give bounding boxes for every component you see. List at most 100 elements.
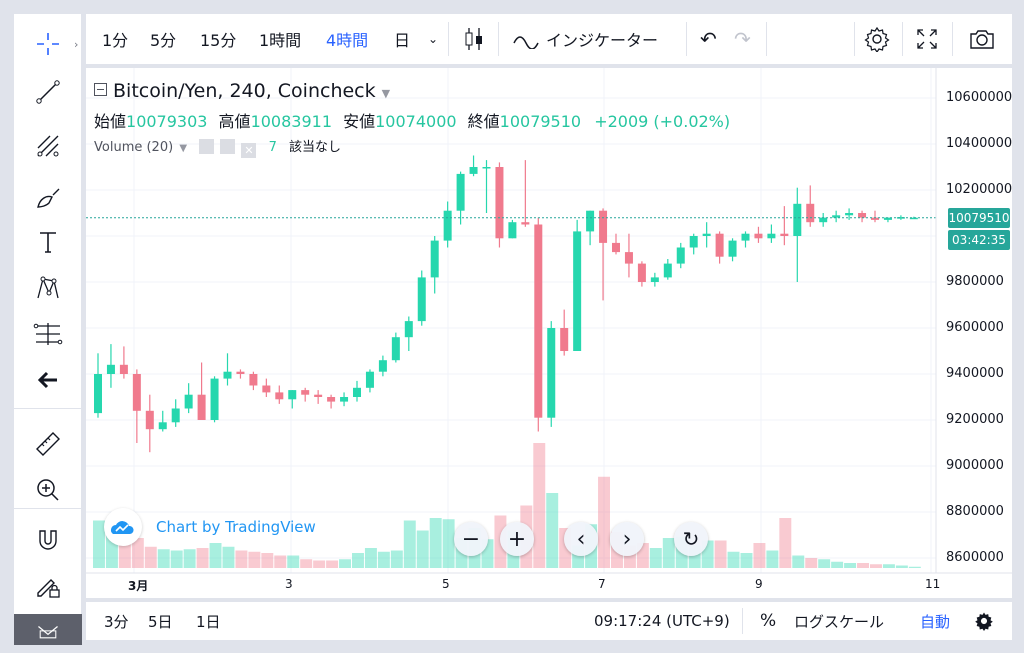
undo-icon[interactable]: ↶ <box>700 27 717 51</box>
zoom-out-button[interactable]: − <box>454 522 488 556</box>
hide-drawings-button[interactable] <box>14 614 82 645</box>
candle <box>676 242 685 269</box>
candle-body <box>275 392 284 400</box>
reset-chart-button[interactable]: ↻ <box>674 522 708 556</box>
chevron-right-icon[interactable]: › <box>74 38 79 51</box>
candle <box>871 210 879 223</box>
log-scale-toggle[interactable]: ログスケール <box>794 612 885 631</box>
lock-drawings-icon[interactable] <box>14 564 82 608</box>
candle <box>404 316 413 351</box>
volume-bar <box>326 560 339 568</box>
arrow-left-icon[interactable] <box>14 358 82 402</box>
indicator-wave-icon <box>513 36 539 49</box>
magnet-icon[interactable] <box>14 518 82 562</box>
pattern-icon[interactable] <box>14 266 82 310</box>
interval-15m[interactable]: 15分 <box>200 31 237 50</box>
percent-toggle[interactable]: % <box>760 611 777 631</box>
candle <box>832 210 841 223</box>
candle <box>650 272 659 287</box>
candle-body <box>158 422 167 430</box>
timezone-clock[interactable]: 09:17:24 (UTC+9) <box>594 612 730 630</box>
candle-body <box>560 328 569 351</box>
candle <box>340 392 349 407</box>
price-tick: 9000000 <box>946 458 1004 473</box>
range-3m[interactable]: 3分 <box>104 612 129 631</box>
remove-icon[interactable]: ✕ <box>241 143 257 158</box>
volume-bar <box>844 563 857 568</box>
candle <box>586 210 595 246</box>
volume-bar <box>636 543 649 568</box>
candle-body <box>689 236 698 248</box>
crosshair-icon[interactable] <box>14 22 82 66</box>
candle <box>637 261 646 287</box>
candle-body <box>94 374 102 414</box>
volume-bar <box>442 519 455 568</box>
volume-bar <box>364 548 377 568</box>
text-icon[interactable] <box>14 220 82 264</box>
volume-bar <box>753 543 766 568</box>
scroll-left-button[interactable]: ‹ <box>564 522 598 556</box>
volume-bar <box>209 543 222 568</box>
range-1d[interactable]: 1日 <box>196 612 221 631</box>
camera-icon[interactable] <box>968 14 996 64</box>
candle <box>534 217 543 432</box>
candle-body <box>832 215 841 218</box>
bar-countdown: 03:42:35 <box>948 229 1010 250</box>
open-label: 始値 <box>94 112 127 131</box>
tradingview-watermark[interactable]: Chart by TradingView <box>104 508 316 546</box>
collapse-icon[interactable] <box>94 83 107 96</box>
trend-line-icon[interactable] <box>14 70 82 114</box>
candle-style-icon[interactable] <box>462 14 486 64</box>
time-tick: 7 <box>598 577 606 591</box>
redo-icon[interactable]: ↷ <box>734 27 751 51</box>
caret-down-icon[interactable]: ▼ <box>179 143 188 154</box>
volume-bar <box>701 540 714 568</box>
interval-1d[interactable]: 日 <box>394 31 411 50</box>
interval-5m[interactable]: 5分 <box>150 31 177 50</box>
caret-down-icon[interactable]: ▼ <box>381 87 391 100</box>
scroll-right-button[interactable]: › <box>610 522 644 556</box>
prediction-icon[interactable] <box>14 312 82 356</box>
interval-4h[interactable]: 4時間 <box>326 31 369 50</box>
candle <box>378 355 387 377</box>
candle <box>482 160 491 213</box>
candle-body <box>547 328 556 418</box>
candle-body <box>599 210 608 243</box>
price-tick: 10200000 <box>946 182 1013 197</box>
candle-body <box>430 240 439 278</box>
zoom-in-icon[interactable] <box>14 468 82 512</box>
chart-area[interactable]: Bitcoin/Yen, 240, Coincheck ▼ 始値10079303 … <box>86 68 1012 598</box>
indicators-button[interactable]: インジケーター <box>512 14 658 64</box>
price-tick: 8600000 <box>946 550 1004 565</box>
candle-body <box>171 408 180 423</box>
candle <box>909 216 918 220</box>
volume-bar <box>908 566 921 568</box>
settings-gear-icon[interactable] <box>864 14 890 64</box>
interval-1m[interactable]: 1分 <box>102 31 129 50</box>
high-label: 高値 <box>218 112 251 131</box>
interval-1h[interactable]: 1時間 <box>259 31 302 50</box>
axis-settings-gear-icon[interactable] <box>974 602 994 640</box>
candle <box>495 162 504 248</box>
zoom-in-button[interactable]: + <box>500 522 534 556</box>
price-tick: 9200000 <box>946 412 1004 427</box>
brush-icon[interactable] <box>14 176 82 220</box>
volume-note: 該当なし <box>289 140 342 155</box>
chevron-down-icon[interactable]: ⌄ <box>428 32 439 46</box>
candle-body <box>184 394 193 409</box>
auto-scale-toggle[interactable]: 自動 <box>920 612 951 631</box>
range-5d[interactable]: 5日 <box>148 612 173 631</box>
fullscreen-icon[interactable] <box>916 14 938 64</box>
ruler-icon[interactable] <box>14 422 82 466</box>
volume-bar <box>93 520 105 568</box>
volume-bar <box>779 518 792 568</box>
pitchfork-icon[interactable] <box>14 124 82 168</box>
price-tick: 8800000 <box>946 504 1004 519</box>
volume-bar <box>105 533 118 568</box>
visibility-icon[interactable] <box>199 139 215 154</box>
candle <box>145 394 154 453</box>
candle <box>780 206 789 246</box>
candle <box>793 187 802 282</box>
settings-icon[interactable] <box>220 139 236 154</box>
volume-value: 7 <box>268 140 277 155</box>
